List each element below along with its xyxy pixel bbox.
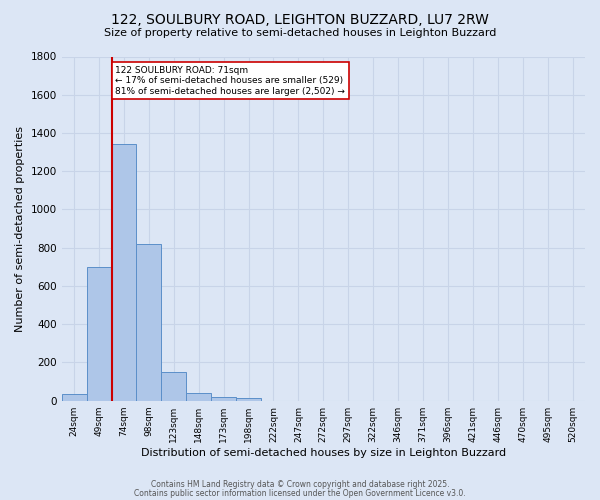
Y-axis label: Number of semi-detached properties: Number of semi-detached properties [15,126,25,332]
Text: Contains HM Land Registry data © Crown copyright and database right 2025.: Contains HM Land Registry data © Crown c… [151,480,449,489]
Bar [211,396,236,400]
Bar [186,394,211,400]
Bar [86,267,112,400]
Bar [112,144,136,400]
Bar [62,394,86,400]
X-axis label: Distribution of semi-detached houses by size in Leighton Buzzard: Distribution of semi-detached houses by … [141,448,506,458]
Bar [136,244,161,400]
Text: 122, SOULBURY ROAD, LEIGHTON BUZZARD, LU7 2RW: 122, SOULBURY ROAD, LEIGHTON BUZZARD, LU… [111,12,489,26]
Text: 122 SOULBURY ROAD: 71sqm
← 17% of semi-detached houses are smaller (529)
81% of : 122 SOULBURY ROAD: 71sqm ← 17% of semi-d… [115,66,345,96]
Bar [161,372,186,400]
Bar [236,398,261,400]
Text: Size of property relative to semi-detached houses in Leighton Buzzard: Size of property relative to semi-detach… [104,28,496,38]
Text: Contains public sector information licensed under the Open Government Licence v3: Contains public sector information licen… [134,489,466,498]
